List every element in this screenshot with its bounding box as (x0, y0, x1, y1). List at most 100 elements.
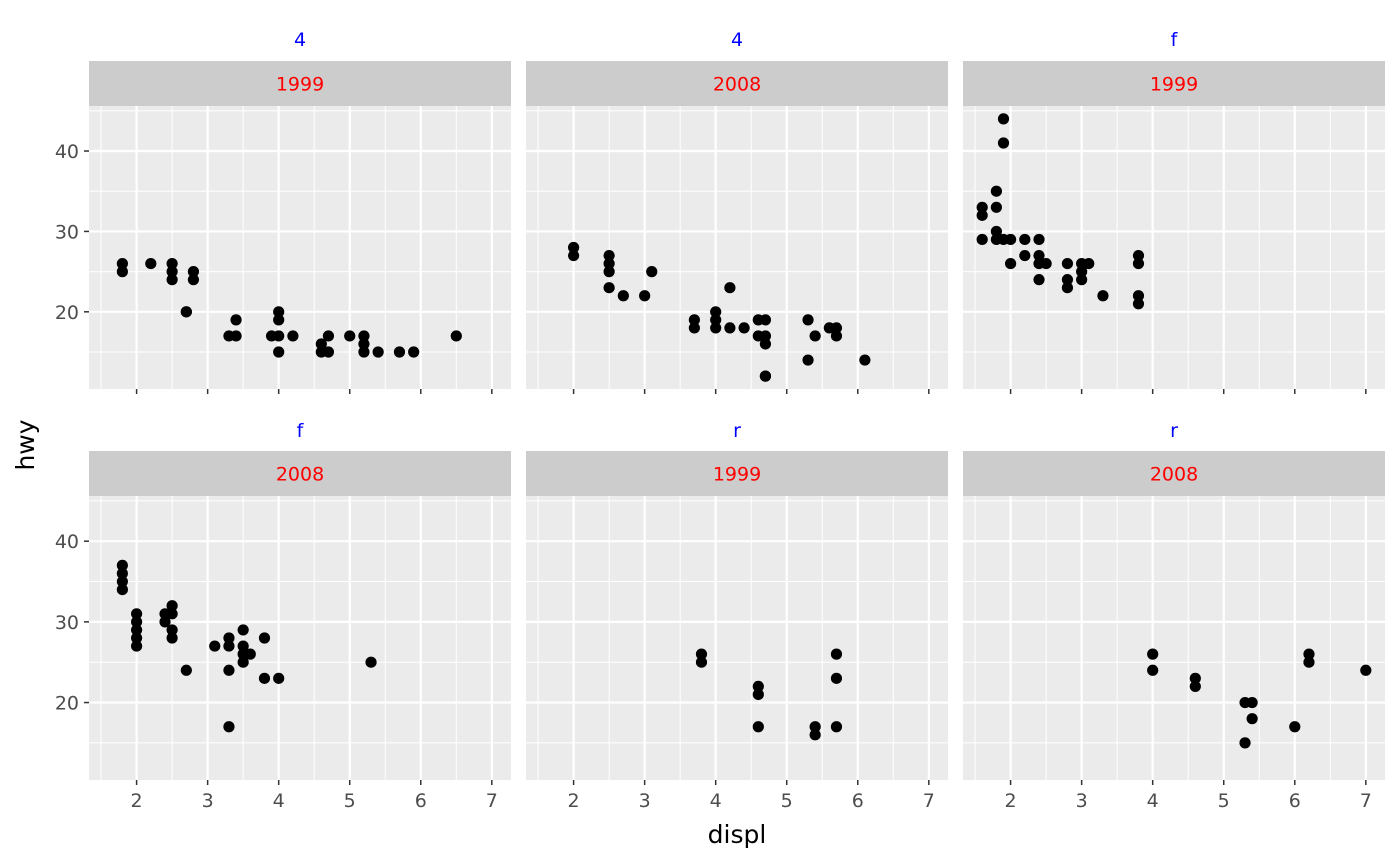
data-point (603, 249, 615, 262)
data-point (322, 330, 335, 342)
data-point (1246, 696, 1258, 709)
data-point (1147, 648, 1159, 660)
data-point (1061, 257, 1074, 270)
data-point (1289, 721, 1301, 733)
x-tick-label: 5 (781, 790, 793, 812)
data-point (237, 640, 249, 652)
data-point (244, 648, 256, 660)
data-point (1033, 233, 1045, 246)
data-point (258, 632, 271, 644)
data-point (809, 330, 821, 342)
y-tick-label: 40 (55, 531, 79, 553)
data-point (830, 330, 843, 342)
facet-panel: f 1999 (963, 29, 1385, 389)
axes: 20 30 40 20 30 40 2 3 4 5 6 7 2 3 4 5 6 7 2 3 4 5 6 7 (55, 141, 1372, 812)
data-point (1303, 648, 1315, 660)
data-point (1019, 233, 1031, 246)
data-point (166, 257, 178, 270)
facet-panels: 4 1999 4 2008 f 1999 f 2008 r 1999 r 2008 (89, 29, 1385, 780)
y-axis-title: hwy (11, 419, 40, 470)
x-tick-label: 3 (202, 790, 214, 812)
data-point (166, 632, 178, 644)
data-point (724, 322, 736, 334)
facet-label-drv: 4 (294, 29, 306, 51)
data-point (1132, 249, 1145, 262)
data-point (830, 648, 843, 660)
data-point (166, 266, 178, 278)
data-point (1132, 298, 1145, 310)
facet-label-drv: f (297, 420, 305, 442)
data-point (287, 330, 299, 342)
data-point (159, 616, 171, 628)
data-point (695, 656, 708, 668)
x-tick-label: 3 (639, 790, 651, 812)
data-point (567, 249, 580, 262)
x-tick-label: 2 (131, 790, 143, 812)
data-point (738, 322, 750, 334)
facet-strip-background (526, 61, 948, 106)
panel-background (89, 106, 511, 389)
data-point (976, 233, 988, 246)
facet-strip-background (526, 451, 948, 496)
data-point (223, 721, 235, 733)
data-point (1004, 257, 1017, 270)
data-point (145, 257, 157, 270)
y-tick-label: 30 (55, 221, 79, 243)
panel-background (526, 496, 948, 780)
data-point (1147, 664, 1159, 676)
data-point (116, 257, 128, 270)
data-point (237, 656, 249, 668)
x-tick-label: 6 (1289, 790, 1301, 812)
facet-label-year: 2008 (1150, 464, 1198, 486)
data-point (223, 640, 235, 652)
data-point (258, 672, 271, 684)
facet-panel: r 1999 (526, 420, 948, 780)
x-tick-label: 5 (1218, 790, 1230, 812)
facet-label-year: 2008 (713, 74, 761, 96)
data-point (130, 616, 143, 628)
data-point (130, 632, 143, 644)
data-point (752, 721, 764, 733)
data-point (166, 624, 178, 636)
data-point (688, 314, 700, 326)
data-point (180, 664, 192, 676)
data-point (315, 338, 327, 350)
data-point (603, 266, 615, 278)
data-point (1303, 656, 1315, 668)
data-point (809, 729, 821, 741)
facet-panel: 4 1999 (89, 29, 511, 389)
data-point (759, 338, 772, 350)
data-point (230, 314, 242, 326)
data-point (223, 664, 235, 676)
data-point (646, 266, 658, 278)
x-tick-label: 7 (486, 790, 498, 812)
data-point (1061, 274, 1074, 286)
data-point (130, 608, 143, 620)
facet-strip-background (963, 61, 1385, 106)
data-point (130, 624, 143, 636)
data-point (116, 575, 128, 588)
y-tick-label: 20 (55, 693, 79, 715)
x-tick-label: 2 (1005, 790, 1017, 812)
facet-label-year: 2008 (276, 464, 324, 486)
data-point (802, 354, 814, 366)
data-point (695, 648, 708, 660)
panel-background (963, 496, 1385, 780)
data-point (230, 330, 242, 342)
facet-strip-background (89, 451, 511, 496)
data-point (1083, 257, 1095, 270)
facet-strip-background (89, 61, 511, 106)
facet-label-year: 1999 (713, 464, 761, 486)
facet-panel: 4 2008 (526, 29, 948, 389)
data-point (830, 672, 843, 684)
data-point (358, 338, 370, 350)
data-point (116, 567, 128, 580)
panel-background (89, 496, 511, 780)
data-point (1033, 274, 1045, 286)
data-point (180, 306, 192, 318)
data-point (710, 322, 722, 334)
data-point (209, 640, 221, 652)
data-point (759, 330, 772, 342)
data-point (265, 330, 278, 342)
